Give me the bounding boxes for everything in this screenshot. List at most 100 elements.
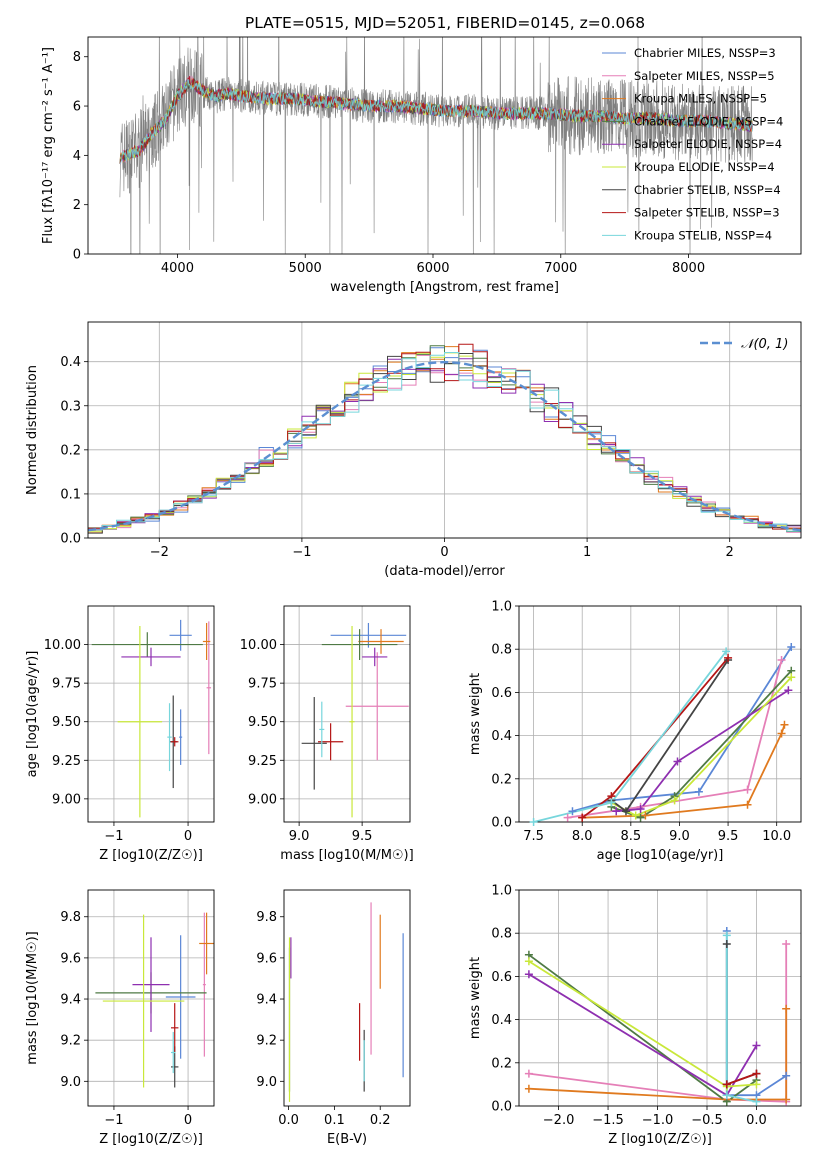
y-tick-label: 0.4	[491, 1013, 512, 1028]
x-axis-label: mass [log10(M/M☉)]	[280, 848, 413, 863]
normal-curve	[88, 360, 801, 532]
y-tick-label: 9.6	[256, 951, 277, 966]
x-tick-label: 5000	[289, 261, 322, 276]
x-tick-label: −1.0	[642, 1113, 674, 1128]
legend-label: Salpeter STELIB, NSSP=3	[634, 206, 780, 220]
axes-frame	[87, 889, 215, 1107]
plot-area	[119, 37, 753, 254]
x-tick-label: 0.1	[324, 1113, 345, 1128]
x-tick-label: 9.0	[289, 829, 310, 844]
x-tick-label: 8000	[672, 261, 705, 276]
data-point	[782, 940, 791, 948]
plot-mass_vs_ebv: 0.0 0.1 0.2 9.0 9.2 9.4 9.6 9.8 E(B-V)	[256, 889, 411, 1147]
axes-frame	[518, 605, 802, 823]
y-tick-label: 9.25	[52, 754, 81, 769]
x-axis-label: Z [log10(Z/Z☉)]	[608, 1132, 712, 1147]
data-point	[724, 653, 733, 662]
x-tick-label: 0.0	[278, 1113, 299, 1128]
y-tick-label: 10.00	[44, 638, 81, 653]
data-point	[782, 1004, 791, 1013]
x-axis-label: (data-model)/error	[384, 564, 505, 579]
y-tick-label: 0.8	[491, 643, 512, 658]
y-tick-label: 1.0	[491, 884, 512, 899]
y-tick-label: 9.75	[248, 677, 277, 692]
plot-area	[288, 902, 404, 1102]
data-point	[621, 807, 630, 816]
axes-frame	[283, 605, 411, 823]
data-point	[568, 807, 577, 816]
data-point	[777, 729, 786, 738]
x-tick-label: 0	[440, 545, 448, 560]
y-tick-label: 9.00	[248, 792, 277, 807]
data-point	[780, 720, 789, 729]
data-point	[722, 647, 731, 656]
data-point	[752, 1069, 761, 1078]
series-line	[725, 935, 757, 1103]
data-point	[607, 798, 616, 807]
y-tick-label: 9.50	[248, 715, 277, 730]
data-point	[563, 813, 572, 822]
y-tick-label: 9.4	[60, 993, 81, 1008]
x-tick-label: −1	[104, 829, 123, 844]
y-tick-label: 0.2	[60, 443, 81, 458]
y-tick-label: 0.8	[491, 927, 512, 942]
data-point	[784, 686, 793, 695]
x-tick-label: −1.5	[592, 1113, 624, 1128]
legend-label: Chabrier STELIB, NSSP=4	[634, 183, 781, 197]
x-tick-label: −1	[292, 545, 311, 560]
y-tick-label: 8	[73, 50, 81, 65]
y-axis-label: mass weight	[468, 957, 483, 1039]
data-point	[641, 811, 650, 820]
histogram-step	[88, 343, 801, 530]
x-tick-label: 6000	[416, 261, 449, 276]
x-tick-label: 8.0	[572, 829, 593, 844]
x-tick-label: 4000	[161, 261, 194, 276]
plot-area	[88, 343, 801, 534]
axes-frame	[87, 36, 802, 255]
x-tick-label: 1	[583, 545, 591, 560]
data-point	[787, 643, 796, 652]
y-tick-label: 9.00	[52, 792, 81, 807]
y-tick-label: 9.2	[256, 1034, 277, 1049]
x-tick-label: 9.5	[718, 829, 739, 844]
y-axis-label: age [log10(age/yr)]	[25, 651, 40, 778]
x-tick-label: −2.0	[543, 1113, 575, 1128]
y-tick-label: 1.0	[491, 600, 512, 615]
data-point	[722, 1091, 731, 1100]
x-axis-label: E(B-V)	[327, 1132, 367, 1147]
figure-title: PLATE=0515, MJD=52051, FIBERID=0145, z=0…	[245, 14, 645, 32]
series-line	[726, 1072, 757, 1086]
y-tick-label: 0.6	[491, 686, 512, 701]
y-tick-label: 10.00	[240, 638, 277, 653]
y-tick-label: 0.4	[60, 355, 81, 370]
x-tick-label: 2	[726, 545, 734, 560]
axes-frame	[283, 889, 411, 1107]
y-tick-label: 9.50	[52, 715, 81, 730]
y-tick-label: 9.2	[60, 1034, 81, 1049]
data-point	[722, 940, 731, 948]
data-point	[743, 800, 752, 809]
y-tick-label: 0.4	[491, 729, 512, 744]
data-point	[787, 673, 796, 682]
data-point	[782, 1071, 791, 1080]
plot-mass_vs_Z: −1 0 9.0 9.2 9.4 9.6 9.8 Z [log10(Z/Z☉)] mass [l…	[25, 889, 215, 1147]
y-tick-label: 0.0	[491, 816, 512, 831]
plot-area	[91, 619, 212, 818]
plot-age_vs_Z: −1 0 9.00 9.25 9.50 9.75 10.00 Z [log10(Z/Z☉)] a…	[25, 605, 215, 863]
data-point	[743, 785, 752, 794]
series-line	[611, 670, 792, 819]
x-tick-label: 0.0	[746, 1113, 767, 1128]
data-point	[636, 805, 645, 814]
data-point	[752, 1097, 761, 1106]
legend-label: Kroupa MILES, NSSP=5	[634, 92, 767, 106]
x-axis-label: wavelength [Angstrom, rest frame]	[330, 280, 559, 295]
y-tick-label: 9.0	[256, 1075, 277, 1090]
data-point	[670, 796, 679, 805]
plot-residuals: −2 −1 0 1 2 0.0 0.1 0.2 0.3 0.4 (data-model)/error…	[25, 321, 802, 579]
x-tick-label: −2	[150, 545, 169, 560]
y-tick-label: 9.25	[248, 754, 277, 769]
x-tick-label: 0	[184, 1113, 192, 1128]
y-tick-label: 0.6	[491, 970, 512, 985]
x-tick-label: 10.0	[762, 829, 791, 844]
